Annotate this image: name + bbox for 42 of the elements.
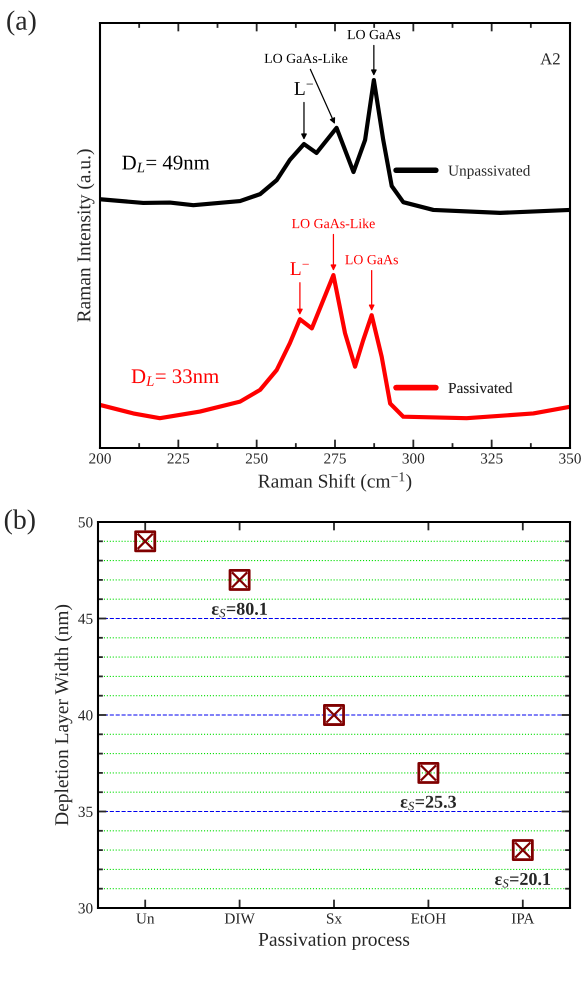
annotation: LO GaAs-Like <box>264 53 348 64</box>
annotation: LO GaAs <box>345 255 398 264</box>
y-tick-label: 45 <box>78 614 93 624</box>
point <box>323 704 345 726</box>
x-tick-label: 275 <box>324 453 346 464</box>
x-tick-label: EtOH <box>411 913 446 924</box>
x-tick-label: IPA <box>512 913 534 924</box>
legend-label: Passivated <box>448 382 512 394</box>
y-tick-label: 35 <box>78 806 93 817</box>
annotation: LO GaAs-Like <box>292 218 375 228</box>
point <box>417 762 440 784</box>
x-axis-title: Passivation process <box>258 932 410 950</box>
y-tick-label: 40 <box>78 710 93 720</box>
x-tick-label: Un <box>136 913 154 924</box>
x-tick-label: 250 <box>246 453 268 464</box>
annotation: D$_{L}$= 49nm <box>122 156 210 172</box>
y-tick-label: 30 <box>78 903 93 914</box>
annotation: L$^{−}$ <box>294 82 313 95</box>
annotation: LO GaAs <box>347 30 400 40</box>
x-axis-title: Raman Shift (cm$^{−1}$) <box>258 472 412 492</box>
x-tick-label: 350 <box>559 453 581 464</box>
annotation: ε$_{S}$=20.1 <box>495 872 550 888</box>
point <box>134 530 156 552</box>
x-tick-label: DIW <box>224 913 255 924</box>
x-tick-label: 225 <box>168 453 190 464</box>
x-tick-label: 325 <box>480 453 503 464</box>
legend-label: Unpassivated <box>448 165 530 179</box>
text: (b) <box>4 509 35 535</box>
annotation: ε$_{S}$=80.1 <box>212 602 267 618</box>
point <box>512 839 534 862</box>
annotation: D$_{L}$= 33nm <box>132 369 219 386</box>
text: (a) <box>7 10 36 36</box>
point <box>228 568 251 591</box>
y-tick-label: 50 <box>78 517 93 528</box>
text: A2 <box>540 53 560 64</box>
x-tick-label: Sx <box>326 913 342 924</box>
y-axis-title: Depletion Layer Width (nm) <box>54 604 72 826</box>
x-tick-label: 200 <box>89 453 111 464</box>
annotation: ε$_{S}$=25.3 <box>400 796 456 810</box>
y-axis-title: Raman Intensity (a.u.) <box>76 149 94 322</box>
annotation: L$^{−}$ <box>290 262 309 275</box>
x-tick-label: 300 <box>402 453 424 464</box>
